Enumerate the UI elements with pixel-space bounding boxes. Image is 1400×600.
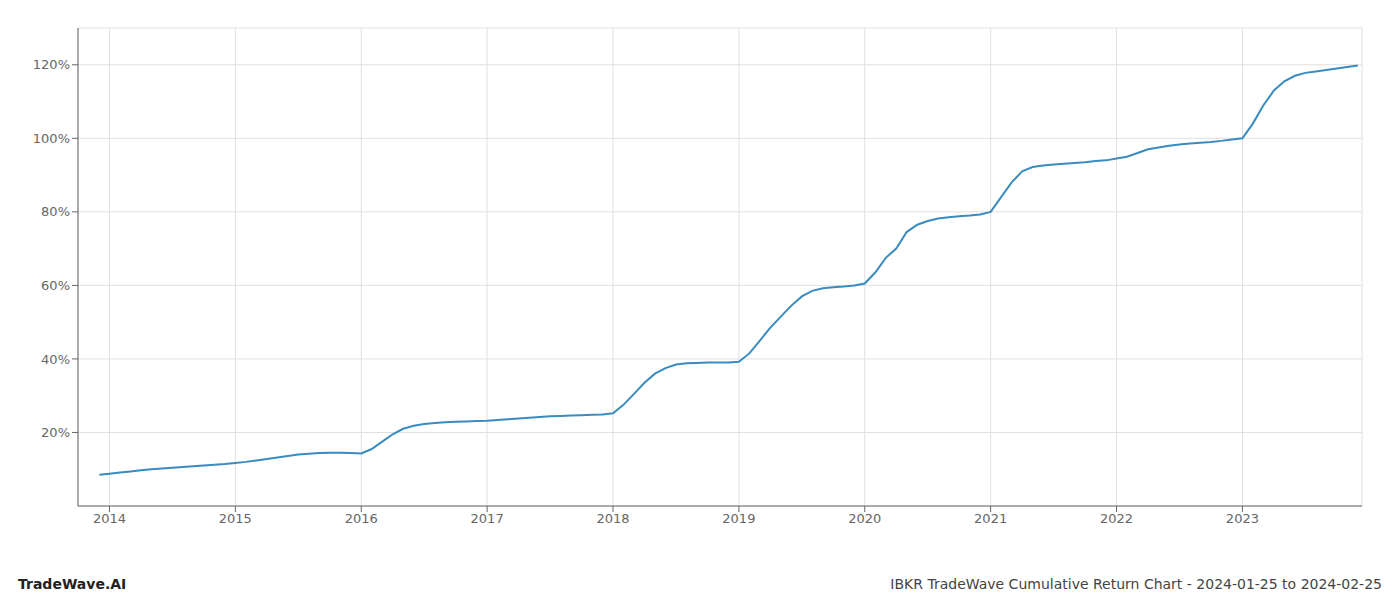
svg-text:2014: 2014: [93, 511, 126, 526]
svg-text:2022: 2022: [1100, 511, 1133, 526]
svg-text:2017: 2017: [471, 511, 504, 526]
html-text:TradeWave.AI: TradeWave.AI: [18, 576, 127, 592]
svg-text:2015: 2015: [219, 511, 252, 526]
svg-text:20%: 20%: [41, 425, 70, 440]
svg-text:80%: 80%: [41, 204, 70, 219]
svg-text:2020: 2020: [848, 511, 881, 526]
svg-text:2023: 2023: [1226, 511, 1259, 526]
svg-text:2018: 2018: [596, 511, 629, 526]
svg-text:2019: 2019: [722, 511, 755, 526]
svg-text:2021: 2021: [974, 511, 1007, 526]
svg-text:40%: 40%: [41, 352, 70, 367]
svg-text:120%: 120%: [33, 57, 70, 72]
svg-text:100%: 100%: [33, 131, 70, 146]
svg-text:2016: 2016: [345, 511, 378, 526]
html-text:IBKR TradeWave Cumulative Retu: IBKR TradeWave Cumulative Return Chart -…: [890, 576, 1382, 592]
svg-text:60%: 60%: [41, 278, 70, 293]
